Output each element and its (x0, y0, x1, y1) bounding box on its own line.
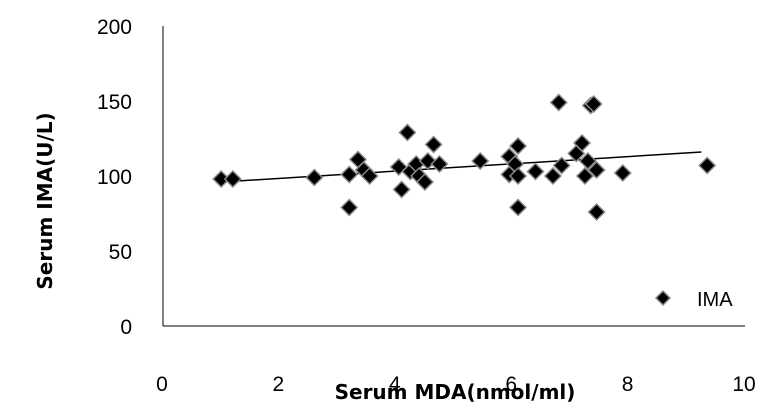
x-axis-title: Serum MDA(nmol/ml) (335, 380, 576, 403)
y-tick-labels: 0 50 100 150 200 (97, 16, 132, 339)
data-point (613, 163, 632, 183)
data-point (415, 172, 434, 192)
data-point (398, 123, 417, 142)
y-tick-label: 200 (97, 16, 132, 39)
data-point (430, 154, 449, 174)
data-point (543, 166, 563, 186)
x-tick-label: 8 (622, 373, 634, 396)
data-point (578, 151, 597, 171)
data-point (549, 93, 568, 112)
data-point (305, 168, 324, 187)
trendline (221, 151, 702, 183)
y-tick-label: 100 (97, 166, 132, 189)
data-point (508, 166, 528, 186)
x-tick-label: 10 (732, 373, 755, 396)
data-point (508, 136, 528, 156)
data-point (572, 133, 592, 153)
x-tick-label: 6 (505, 373, 517, 396)
data-point (471, 151, 490, 171)
y-tick-label: 150 (97, 91, 132, 114)
x-tick-labels: 0 2 4 6 8 10 (156, 373, 756, 396)
data-point (552, 156, 571, 175)
legend-label: IMA (697, 289, 733, 311)
legend: IMA (654, 289, 733, 311)
y-tick-label: 50 (109, 241, 132, 264)
data-point (508, 198, 528, 217)
data-point (360, 166, 379, 186)
x-tick-label: 4 (389, 373, 401, 396)
x-tick-label: 2 (273, 373, 285, 396)
data-points (212, 93, 717, 222)
data-point (587, 202, 606, 222)
data-point (424, 135, 443, 154)
data-point (223, 169, 242, 189)
legend-marker-diamond (654, 289, 672, 307)
data-point (584, 94, 603, 114)
trendline-group (221, 151, 702, 183)
data-point (392, 180, 411, 199)
data-point (526, 162, 545, 181)
data-point (587, 160, 606, 180)
data-point (698, 156, 717, 175)
axes (162, 26, 745, 327)
data-point (340, 165, 359, 184)
y-axis-title: Serum IMA(U/L) (33, 112, 57, 289)
y-tick-label: 0 (120, 316, 132, 339)
data-point (575, 166, 595, 186)
data-point (340, 198, 359, 217)
x-tick-label: 0 (156, 373, 168, 396)
